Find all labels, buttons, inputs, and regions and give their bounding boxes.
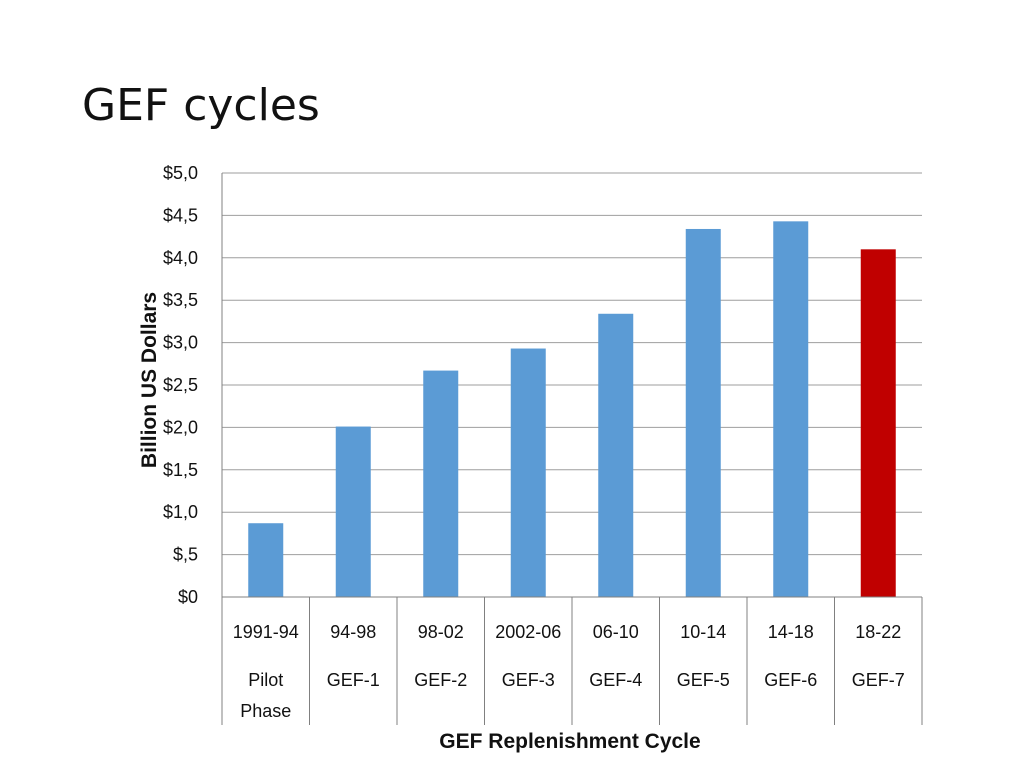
y-tick-label: $3,0 [163, 333, 198, 353]
x-tick-label: 18-22 [855, 622, 901, 642]
y-tick-label: $1,0 [163, 502, 198, 522]
slide-title: GEF cycles [82, 80, 320, 131]
y-tick-label: $4,0 [163, 248, 198, 268]
bar-10-14 [685, 228, 721, 597]
y-tick-label: $5,0 [163, 163, 198, 183]
x-tick-label: 94-98 [330, 622, 376, 642]
y-tick-label: $2,0 [163, 417, 198, 437]
x-tick-label: 1991-94 [233, 622, 299, 642]
y-axis-tick-labels: $0 $,5 $1,0 $1,5 $2,0 $2,5 $3,0 $3,5 $4,0 $4,5 $5,… [163, 163, 198, 607]
bar-98-02 [423, 370, 459, 597]
y-axis-title: Billion US Dollars [138, 292, 161, 468]
bar-2002-06 [510, 348, 546, 597]
x-tick-label: 10-14 [680, 622, 726, 642]
y-tick-label: $2,5 [163, 375, 198, 395]
x-tick-label: 2002-06 [495, 622, 561, 642]
x-subcategory-label: GEF-7 [852, 670, 905, 690]
bar-06-10 [598, 313, 634, 597]
y-tick-label: $,5 [173, 545, 198, 565]
bar-94-98 [335, 426, 371, 597]
bars [248, 221, 896, 597]
x-subcategory-label: GEF-2 [414, 670, 467, 690]
bar-1991-94 [248, 523, 284, 597]
x-axis-title: GEF Replenishment Cycle [439, 730, 700, 753]
x-subcategory-label: GEF-6 [764, 670, 817, 690]
x-tick-label: 98-02 [418, 622, 464, 642]
x-subcategory-label: GEF-5 [677, 670, 730, 690]
x-subcategory-label: Pilot Phase [240, 670, 291, 721]
x-subcategory-label: GEF-4 [589, 670, 642, 690]
x-tick-label: 14-18 [768, 622, 814, 642]
bar-14-18 [773, 221, 809, 597]
y-tick-label: $3,5 [163, 290, 198, 310]
bar-18-22 [860, 249, 896, 597]
y-tick-label: $4,5 [163, 205, 198, 225]
x-axis: 1991-94 Pilot Phase 94-98 GEF-1 98-02 GEF-2 200… [221, 173, 923, 725]
x-subcategory-label: GEF-3 [502, 670, 555, 690]
x-subcategory-label: GEF-1 [327, 670, 380, 690]
y-tick-label: $0 [178, 587, 198, 607]
x-tick-label: 06-10 [593, 622, 639, 642]
grid-lines [222, 172, 922, 556]
y-tick-label: $1,5 [163, 460, 198, 480]
